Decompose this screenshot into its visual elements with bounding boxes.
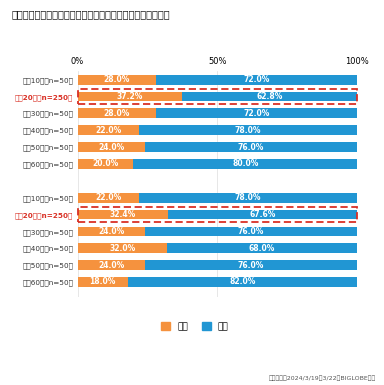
Bar (128, 277, 357, 287)
Bar (78, 226, 145, 236)
Text: 28.0%: 28.0% (104, 75, 130, 84)
Bar (145, 142, 357, 152)
Text: 22.0%: 22.0% (95, 193, 121, 202)
Bar (78, 159, 134, 169)
Bar (167, 243, 357, 253)
Bar (78, 92, 182, 101)
Text: 37.2%: 37.2% (116, 92, 143, 101)
Text: メンタルヘルスの不調で病院などの診察を受けたことがある: メンタルヘルスの不調で病院などの診察を受けたことがある (12, 10, 170, 20)
Text: 28.0%: 28.0% (104, 109, 130, 118)
Bar (78, 75, 156, 85)
Bar (78, 277, 128, 287)
Bar (78, 260, 145, 270)
Text: 24.0%: 24.0% (98, 261, 124, 270)
Bar (145, 260, 357, 270)
Text: 67.6%: 67.6% (250, 210, 276, 219)
Text: 18.0%: 18.0% (89, 278, 116, 286)
Text: 72.0%: 72.0% (243, 109, 270, 118)
Text: 78.0%: 78.0% (235, 126, 262, 135)
Bar (78, 142, 145, 152)
Bar (139, 126, 357, 135)
Text: 24.0%: 24.0% (98, 142, 124, 152)
Bar (156, 109, 357, 118)
Text: 32.0%: 32.0% (109, 244, 136, 253)
Text: 72.0%: 72.0% (243, 75, 270, 84)
Text: 24.0%: 24.0% (98, 227, 124, 236)
Bar (134, 159, 357, 169)
Text: 調査期間：2024/3/19～3/22　BIGLOBE調べ: 調査期間：2024/3/19～3/22 BIGLOBE調べ (269, 375, 376, 381)
Bar (78, 126, 139, 135)
Text: 20.0%: 20.0% (93, 159, 119, 169)
Text: 80.0%: 80.0% (232, 159, 258, 169)
Text: 76.0%: 76.0% (238, 142, 264, 152)
Text: 62.8%: 62.8% (256, 92, 283, 101)
Bar (78, 193, 139, 203)
Bar (168, 210, 357, 219)
Text: 78.0%: 78.0% (235, 193, 262, 202)
Text: 82.0%: 82.0% (229, 278, 256, 286)
Bar (78, 89, 357, 104)
Text: 32.4%: 32.4% (110, 210, 136, 219)
Legend: ある, ない: ある, ない (161, 322, 229, 331)
Text: 76.0%: 76.0% (238, 227, 264, 236)
Bar (78, 109, 156, 118)
Bar (78, 208, 357, 222)
Bar (78, 210, 168, 219)
Bar (145, 226, 357, 236)
Text: 76.0%: 76.0% (238, 261, 264, 270)
Text: 22.0%: 22.0% (95, 126, 121, 135)
Bar (78, 243, 167, 253)
Bar (182, 92, 357, 101)
Text: 68.0%: 68.0% (249, 244, 275, 253)
Bar (139, 193, 357, 203)
Bar (156, 75, 357, 85)
